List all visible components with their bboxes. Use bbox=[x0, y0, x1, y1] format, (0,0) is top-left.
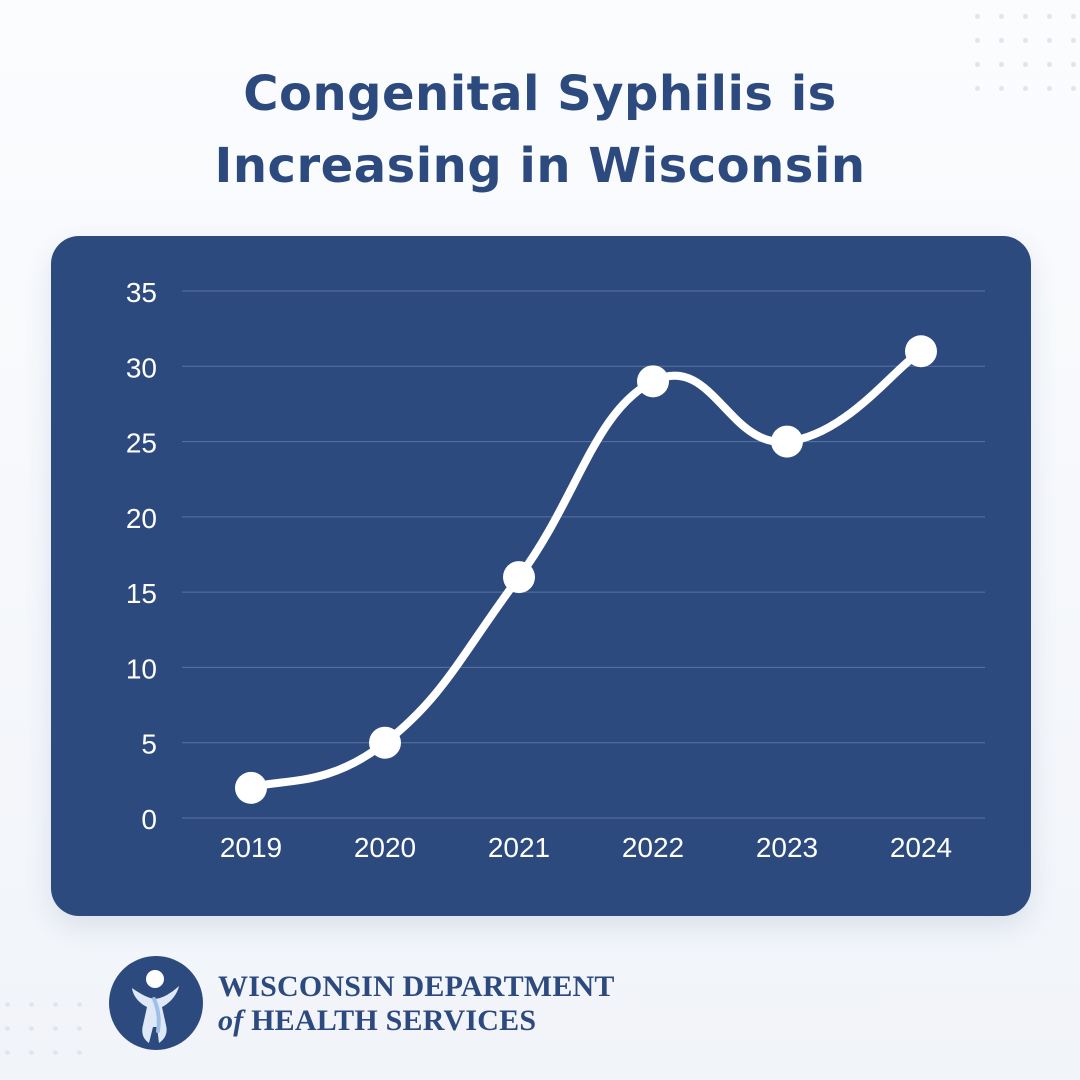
decorative-dot bbox=[999, 14, 1004, 19]
data-point bbox=[369, 726, 401, 759]
decorative-dot bbox=[1071, 14, 1076, 19]
x-axis-tick-label: 2019 bbox=[220, 832, 282, 863]
organization-name-line-2: of HEALTH SERVICES bbox=[218, 1004, 615, 1038]
decorative-dot bbox=[1071, 38, 1076, 43]
series-line bbox=[247, 347, 925, 792]
x-axis-tick-label: 2023 bbox=[756, 832, 818, 863]
decorative-dot bbox=[53, 1050, 58, 1055]
decorative-dot bbox=[5, 1002, 10, 1007]
person-emblem-icon bbox=[109, 956, 203, 1050]
organization-name-suffix: HEALTH SERVICES bbox=[251, 1004, 537, 1037]
line-chart: 35 30 25 20 15 10 5 0 2019 2020 2021 2022 2023 2024 bbox=[126, 277, 985, 863]
organization-name: WISCONSIN DEPARTMENT of HEALTH SERVICES bbox=[218, 970, 615, 1038]
x-axis-tick-label: 2024 bbox=[890, 832, 952, 863]
page-title: Congenital Syphilis is Increasing in Wis… bbox=[0, 58, 1080, 202]
y-axis-tick-label: 35 bbox=[126, 277, 157, 308]
x-axis-tick-label: 2022 bbox=[622, 832, 684, 863]
decorative-dot bbox=[1023, 14, 1028, 19]
decorative-dot bbox=[1047, 38, 1052, 43]
x-axis-tick-label: 2020 bbox=[354, 832, 416, 863]
chart-points bbox=[235, 335, 937, 804]
y-axis-tick-label: 30 bbox=[126, 352, 157, 383]
decorative-dot bbox=[1047, 14, 1052, 19]
page-title-line-1: Congenital Syphilis is bbox=[243, 66, 837, 122]
decorative-dot bbox=[77, 1026, 82, 1031]
decorative-dot bbox=[77, 1050, 82, 1055]
y-axis-tick-label: 20 bbox=[126, 503, 157, 534]
y-axis-tick-label: 5 bbox=[141, 729, 157, 760]
data-point bbox=[905, 335, 937, 368]
decorative-dot bbox=[29, 1026, 34, 1031]
decorative-dot bbox=[975, 38, 980, 43]
data-point bbox=[235, 771, 267, 804]
page-title-line-2: Increasing in Wisconsin bbox=[214, 138, 866, 194]
decorative-dot bbox=[77, 1002, 82, 1007]
y-axis-tick-label: 10 bbox=[126, 653, 157, 684]
y-axis-tick-label: 0 bbox=[141, 804, 157, 835]
data-point bbox=[771, 425, 803, 458]
decorative-dot bbox=[29, 1050, 34, 1055]
data-point bbox=[503, 561, 535, 594]
decorative-dot bbox=[53, 1026, 58, 1031]
organization-name-line-1: WISCONSIN DEPARTMENT bbox=[218, 970, 615, 1003]
chart-axis-labels: 35 30 25 20 15 10 5 0 2019 2020 2021 2022 2023 2024 bbox=[126, 277, 952, 863]
decorative-dot bbox=[1023, 38, 1028, 43]
decorative-dot bbox=[29, 1002, 34, 1007]
x-axis-tick-label: 2021 bbox=[488, 832, 550, 863]
y-axis-tick-label: 25 bbox=[126, 428, 157, 459]
decorative-dot bbox=[5, 1026, 10, 1031]
decorative-dot bbox=[999, 38, 1004, 43]
decorative-dots-bottom-left bbox=[5, 1002, 85, 1072]
organization-logo: WISCONSIN DEPARTMENT of HEALTH SERVICES bbox=[108, 955, 628, 1055]
y-axis-tick-label: 15 bbox=[126, 578, 157, 609]
chart-card: 35 30 25 20 15 10 5 0 2019 2020 2021 2022 2023 2024 bbox=[51, 236, 1031, 916]
chart-gridlines bbox=[182, 290, 985, 819]
chart-series bbox=[247, 347, 925, 792]
decorative-dot bbox=[53, 1002, 58, 1007]
decorative-dot bbox=[975, 14, 980, 19]
data-point bbox=[637, 365, 669, 398]
decorative-dot bbox=[5, 1050, 10, 1055]
organization-name-prefix: of bbox=[218, 1004, 244, 1037]
